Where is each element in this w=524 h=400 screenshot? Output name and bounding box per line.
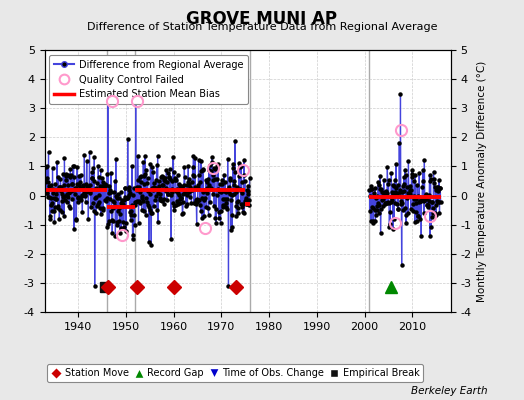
Legend: Station Move, Record Gap, Time of Obs. Change, Empirical Break: Station Move, Record Gap, Time of Obs. C… [47,364,423,382]
Text: Difference of Station Temperature Data from Regional Average: Difference of Station Temperature Data f… [87,22,437,32]
Text: Berkeley Earth: Berkeley Earth [411,386,487,396]
Text: GROVE MUNI AP: GROVE MUNI AP [187,10,337,28]
Y-axis label: Monthly Temperature Anomaly Difference (°C): Monthly Temperature Anomaly Difference (… [477,60,487,302]
